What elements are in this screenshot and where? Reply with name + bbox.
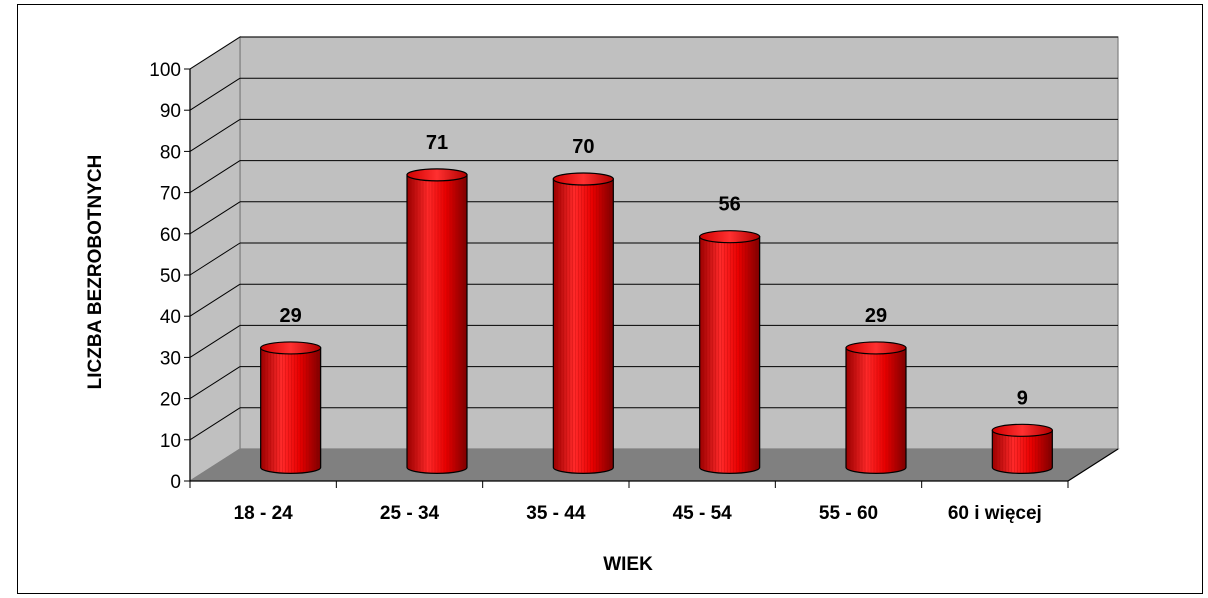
plot-area <box>188 35 1120 483</box>
y-tick-label: 40 <box>160 307 181 328</box>
bar-body <box>406 174 468 474</box>
y-tick-label: 30 <box>160 348 181 369</box>
floor <box>188 448 1120 482</box>
y-tick-label: 20 <box>160 390 181 411</box>
bar <box>699 230 761 474</box>
y-tick-label: 70 <box>160 184 181 205</box>
bar-body <box>260 347 322 474</box>
x-tick-label: 35 - 44 <box>526 503 586 524</box>
bar-top <box>260 341 322 355</box>
bar <box>552 172 614 474</box>
y-axis-tick-labels: 0 10 20 30 40 50 60 70 80 90 100 <box>149 60 181 493</box>
x-tick-label: 18 - 24 <box>234 503 294 524</box>
bar-body <box>991 429 1053 474</box>
data-label: 70 <box>572 136 594 158</box>
bar-top <box>845 341 907 355</box>
gridline-side <box>189 160 241 194</box>
data-label: 9 <box>1017 387 1028 409</box>
gridline-side <box>189 242 241 276</box>
x-tick-label: 25 - 34 <box>380 503 440 524</box>
bar-body <box>552 178 614 474</box>
y-tick-label: 90 <box>160 101 181 122</box>
bar-body <box>845 347 907 474</box>
bar <box>845 341 907 474</box>
data-labels: 29 71 70 56 29 9 <box>280 132 1028 409</box>
x-axis-tick-labels: 18 - 24 25 - 34 35 - 44 45 - 54 55 - 60 60 i … <box>234 503 1042 524</box>
x-axis-title: WIEK <box>603 554 653 575</box>
gridline-side <box>189 366 241 400</box>
y-tick-label: 50 <box>160 266 181 287</box>
bar-body <box>699 236 761 474</box>
floor-edge <box>1067 448 1119 482</box>
y-tick-label: 100 <box>149 60 181 81</box>
gridline-side <box>189 118 241 152</box>
bar-top <box>991 423 1053 437</box>
x-tick-label: 55 - 60 <box>819 503 878 524</box>
gridline-side <box>189 36 241 70</box>
data-label: 71 <box>426 132 448 154</box>
y-axis-title: LICZBA BEZROBOTNYCH <box>85 155 106 390</box>
gridline-side <box>189 324 241 358</box>
gridline-side <box>189 77 241 111</box>
gridlines <box>189 36 1118 441</box>
gridline-side <box>189 283 241 317</box>
gridline-side <box>189 201 241 235</box>
bar <box>406 168 468 474</box>
data-label: 29 <box>865 305 887 327</box>
bar <box>991 423 1053 474</box>
axes <box>184 68 1119 488</box>
x-tick-label: 60 i więcej <box>948 503 1042 524</box>
bar <box>260 341 322 474</box>
y-tick-label: 0 <box>170 472 181 493</box>
y-tick-label: 10 <box>160 431 181 452</box>
gridline-side <box>189 407 241 441</box>
y-tick-label: 80 <box>160 142 181 163</box>
data-label: 56 <box>719 194 741 216</box>
bars <box>260 168 1053 474</box>
bar-top <box>552 172 614 186</box>
bar-top <box>406 168 468 182</box>
data-label: 29 <box>280 305 302 327</box>
y-tick-label: 60 <box>160 225 181 246</box>
bar-top <box>699 230 761 244</box>
x-tick-label: 45 - 54 <box>673 503 733 524</box>
